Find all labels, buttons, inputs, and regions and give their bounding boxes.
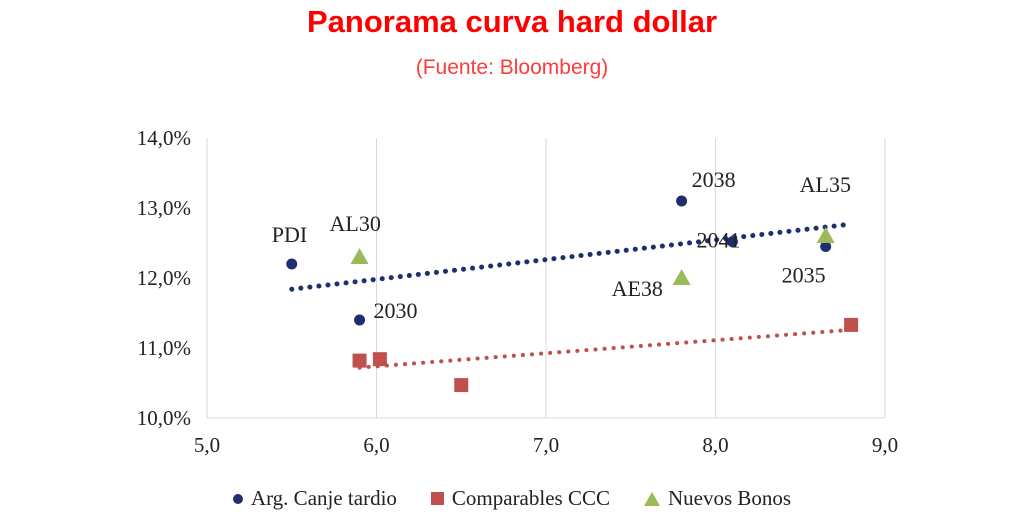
chart-legend: Arg. Canje tardio Comparables CCC Nuevos… (0, 486, 1024, 511)
legend-label-canje: Arg. Canje tardio (250, 486, 397, 510)
y-tick-label: 14,0% (137, 126, 191, 150)
data-point-square (352, 353, 367, 368)
y-tick-label: 10,0% (137, 406, 191, 430)
x-tick-label: 6,0 (363, 433, 389, 457)
data-label: AL30 (330, 211, 381, 236)
data-point-circle (820, 241, 832, 252)
legend-square-marker (430, 492, 444, 505)
scatter-chart: 10,0% 11,0% 12,0% 13,0% 14,0% 5,0 6,0 7,0 8,0 9,0… (137, 126, 898, 457)
chart-title: Panorama curva hard dollar (306, 4, 718, 39)
y-tick-label: 11,0% (138, 336, 191, 360)
legend-label-comparables: Comparables CCC (451, 486, 610, 510)
data-label: 2041 (696, 228, 740, 253)
data-point-triangle (816, 227, 835, 243)
data-label: 2030 (374, 298, 418, 323)
x-tick-label: 8,0 (702, 433, 728, 457)
data-label: AE38 (612, 276, 663, 301)
legend-triangle-marker (643, 491, 660, 506)
y-tick-label: 12,0% (137, 266, 191, 290)
data-point-square (454, 378, 469, 393)
data-point-circle (726, 236, 738, 248)
data-label: AL35 (800, 172, 851, 197)
data-point-square (372, 352, 387, 367)
data-label: 2038 (692, 167, 736, 192)
legend-item-comparables: Comparables CCC (430, 486, 610, 511)
data-point-triangle (350, 248, 369, 264)
trendline-canje (289, 221, 854, 292)
data-label: 2035 (782, 263, 826, 288)
data-point-circle (286, 258, 298, 270)
x-tick-label: 9,0 (872, 433, 898, 457)
data-label: PDI (272, 222, 307, 247)
y-tick-label: 13,0% (137, 196, 191, 220)
x-tick-label: 7,0 (533, 433, 559, 457)
legend-circle-marker (232, 493, 243, 504)
x-tick-label: 5,0 (194, 433, 220, 457)
data-point-circle (354, 314, 366, 326)
legend-item-nuevos: Nuevos Bonos (643, 486, 792, 511)
legend-label-nuevos: Nuevos Bonos (667, 486, 792, 510)
data-point-square (844, 317, 859, 332)
legend-item-canje: Arg. Canje tardio (232, 486, 397, 511)
data-point-triangle (672, 269, 691, 285)
chart-subtitle: (Fuente: Bloomberg) (415, 56, 609, 79)
data-point-circle (676, 195, 688, 207)
trendline-comparables (357, 327, 854, 370)
